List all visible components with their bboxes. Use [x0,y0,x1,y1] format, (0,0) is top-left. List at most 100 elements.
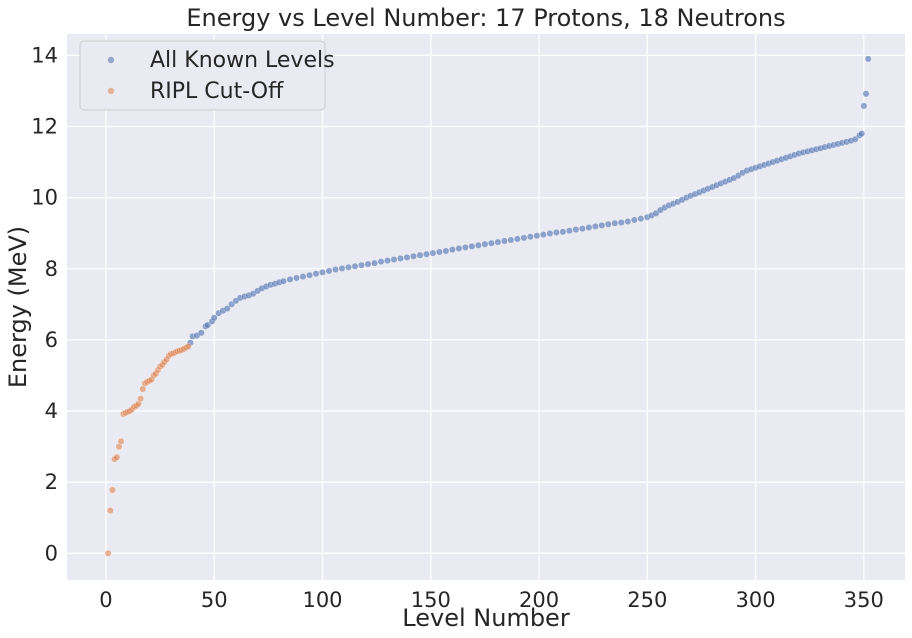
data-point-all-known-levels [397,254,404,262]
y-tick-label: 4 [45,399,58,423]
x-tick-label: 150 [411,588,451,612]
data-point-all-known-levels [507,236,515,244]
data-point-all-known-levels [358,261,365,269]
data-point-all-known-levels [513,235,521,243]
data-point-ripl-cut-off [117,437,125,445]
x-tick-label: 200 [519,588,559,612]
plot-background [67,34,905,580]
data-points [104,55,872,557]
vertical-gridlines [105,34,865,580]
y-tick-label: 14 [31,43,58,67]
y-axis-label: Energy (MeV) [4,226,32,388]
data-point-all-known-levels [546,230,554,237]
data-point-all-known-levels [210,314,218,322]
data-point-all-known-levels [474,241,482,249]
data-point-ripl-cut-off [109,486,116,494]
data-point-all-known-levels [487,239,495,247]
data-point-all-known-levels [526,233,534,241]
legend-marker-all-known-levels [107,56,115,64]
data-point-all-known-levels [481,240,489,248]
y-tick-label: 8 [45,257,58,281]
y-axis-tick-labels: 0 2 4 6 8 10 12 14 [31,43,58,565]
data-point-all-known-levels [377,258,385,266]
data-point-all-known-levels [429,249,437,257]
data-point-all-known-levels [442,247,450,255]
data-point-all-known-levels [351,262,359,270]
data-point-all-known-levels [520,234,528,242]
data-point-all-known-levels [332,266,339,273]
data-point-all-known-levels [617,219,625,226]
data-point-all-known-levels [533,232,541,240]
data-point-all-known-levels [286,275,294,283]
y-tick-label: 0 [45,541,58,565]
data-point-all-known-levels [410,252,417,260]
data-point-all-known-levels [851,135,859,143]
data-point-all-known-levels [591,222,599,230]
data-point-all-known-levels [364,260,372,268]
data-point-ripl-cut-off [184,342,192,350]
data-point-ripl-cut-off [104,549,112,557]
x-tick-label: 350 [844,588,884,612]
data-point-all-known-levels [448,246,456,254]
chart-title: Energy vs Level Number: 17 Protons, 18 N… [186,4,785,32]
data-point-all-known-levels [572,226,580,234]
data-point-all-known-levels [435,248,443,256]
data-point-all-known-levels [858,130,866,138]
x-axis-tick-labels: 0 50 100 150 200 250 300 350 [99,588,884,612]
legend: All Known Levels RIPL Cut-Off [79,40,335,111]
data-point-all-known-levels [384,257,391,265]
data-point-all-known-levels [293,274,300,282]
data-point-all-known-levels [624,218,632,225]
data-point-all-known-levels [312,270,320,278]
data-point-all-known-levels [338,264,346,272]
x-tick-label: 300 [736,588,776,612]
horizontal-gridlines [67,54,905,554]
legend-marker-ripl-cut-off [107,87,115,95]
data-point-all-known-levels [860,102,868,110]
data-point-all-known-levels [455,245,463,252]
data-point-all-known-levels [306,271,313,279]
data-point-all-known-levels [565,227,573,235]
data-point-all-known-levels [494,238,502,246]
legend-label-ripl-cut-off: RIPL Cut-Off [150,79,284,104]
data-point-all-known-levels [416,251,424,259]
data-point-all-known-levels [299,273,307,281]
data-point-all-known-levels [552,229,560,236]
x-tick-label: 100 [302,588,342,612]
x-axis-label: Level Number [402,604,570,632]
x-tick-label: 0 [99,588,112,612]
data-point-all-known-levels [585,224,593,231]
data-point-all-known-levels [197,329,205,337]
data-point-all-known-levels [598,221,606,229]
y-tick-label: 6 [45,328,58,352]
data-point-all-known-levels [461,243,469,251]
data-point-all-known-levels [862,90,870,98]
data-point-all-known-levels [319,268,326,276]
data-point-all-known-levels [637,215,645,223]
data-point-all-known-levels [468,242,476,250]
data-point-all-known-levels [604,220,612,228]
data-point-all-known-levels [630,216,638,224]
legend-box [79,40,326,111]
y-tick-label: 12 [31,114,58,138]
data-point-all-known-levels [864,55,872,63]
data-point-all-known-levels [539,231,547,239]
data-point-all-known-levels [500,237,508,245]
legend-label-all-known-levels: All Known Levels [150,48,335,73]
data-point-all-known-levels [403,253,411,261]
x-tick-label: 50 [201,588,228,612]
data-point-all-known-levels [559,228,567,236]
data-point-all-known-levels [423,250,430,258]
data-point-ripl-cut-off [139,385,147,393]
data-point-ripl-cut-off [113,453,121,461]
y-tick-label: 2 [45,470,58,494]
data-point-all-known-levels [390,256,398,263]
data-point-ripl-cut-off [106,507,114,515]
x-tick-label: 250 [627,588,667,612]
data-point-ripl-cut-off [137,395,145,403]
data-point-all-known-levels [371,259,378,267]
data-point-all-known-levels [223,305,231,313]
y-tick-label: 10 [31,186,58,210]
data-point-all-known-levels [611,219,619,227]
